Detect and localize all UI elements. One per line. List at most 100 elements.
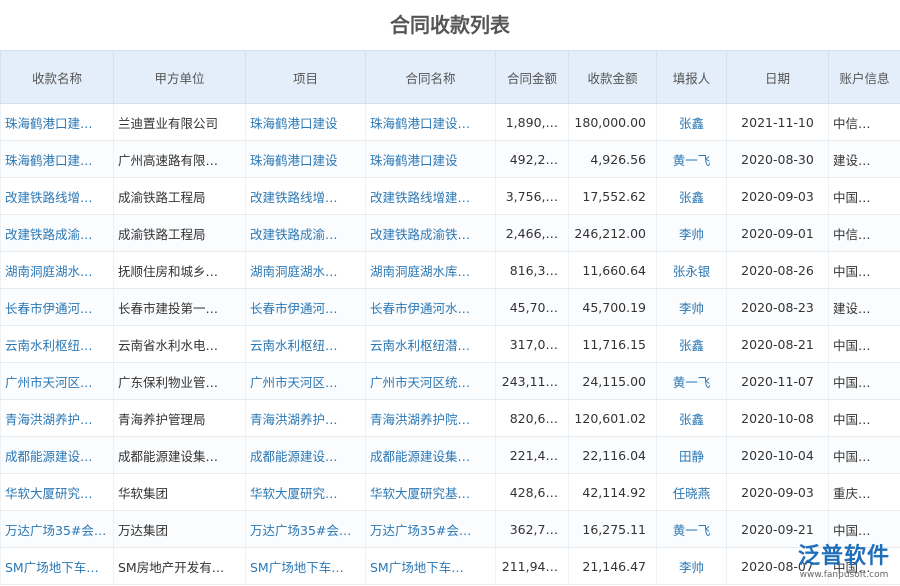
table-cell[interactable]: 珠海鹤港口建设…: [365, 103, 496, 141]
table-cell: 17,552.62: [568, 177, 657, 215]
table-cell: 中国…: [828, 547, 900, 585]
table-cell[interactable]: 广州市天河区…: [245, 362, 366, 400]
table-cell[interactable]: 青海洪湖养护…: [245, 399, 366, 437]
table-cell[interactable]: 珠海鹤港口建…: [0, 140, 114, 178]
table-cell[interactable]: 珠海鹤港口建设: [245, 140, 366, 178]
table-cell: 建设…: [828, 140, 900, 178]
table-row[interactable]: 云南水利枢纽… 云南省水利水电… 云南水利枢纽… 云南水利枢纽潜… 317,0… 11,7…: [0, 325, 900, 363]
table-cell: 21,146.47: [568, 547, 657, 585]
table-cell: 211,94…: [495, 547, 569, 585]
table-cell[interactable]: 珠海鹤港口建设: [245, 103, 366, 141]
table-cell[interactable]: 改建铁路线增…: [0, 177, 114, 215]
table-cell[interactable]: 长春市伊通河…: [245, 288, 366, 326]
table-cell[interactable]: 张鑫: [656, 325, 727, 363]
table-cell[interactable]: 广州市天河区…: [0, 362, 114, 400]
table-cell: 中国…: [828, 436, 900, 474]
table-cell: 2021-11-10: [726, 103, 829, 141]
column-header[interactable]: 收款金额: [568, 50, 657, 104]
table-cell[interactable]: 珠海鹤港口建…: [0, 103, 114, 141]
table-cell[interactable]: 张鑫: [656, 103, 727, 141]
table-cell: 2020-11-07: [726, 362, 829, 400]
table-cell[interactable]: 长春市伊通河…: [0, 288, 114, 326]
table-cell[interactable]: 李帅: [656, 288, 727, 326]
table-cell[interactable]: 黄一飞: [656, 510, 727, 548]
table-cell: 抚顺住房和城乡…: [113, 251, 246, 289]
table-cell: 中国…: [828, 325, 900, 363]
table-cell[interactable]: 改建铁路成渝…: [0, 214, 114, 252]
table-cell: 2020-09-01: [726, 214, 829, 252]
table-row[interactable]: SM广场地下车… SM房地产开发有… SM广场地下车… SM广场地下车… 211,94……: [0, 547, 900, 585]
column-header[interactable]: 甲方单位: [113, 50, 246, 104]
column-header[interactable]: 账户信息: [828, 50, 900, 104]
table-cell[interactable]: 湖南洞庭湖水…: [245, 251, 366, 289]
table-cell[interactable]: 任晓燕: [656, 473, 727, 511]
table-cell[interactable]: 广州市天河区统…: [365, 362, 496, 400]
table-cell[interactable]: 万达广场35#会…: [245, 510, 366, 548]
table-row[interactable]: 改建铁路成渝… 成渝铁路工程局 改建铁路成渝… 改建铁路成渝铁… 2,466,… 246,…: [0, 214, 900, 252]
table-row[interactable]: 成都能源建设… 成都能源建设集… 成都能源建设… 成都能源建设集… 221,4… 22,1…: [0, 436, 900, 474]
table-cell: 2,466,…: [495, 214, 569, 252]
table-row[interactable]: 万达广场35#会… 万达集团 万达广场35#会… 万达广场35#会… 362,7… 16,…: [0, 510, 900, 548]
table-cell[interactable]: 华软大厦研究基…: [365, 473, 496, 511]
table-cell[interactable]: 成都能源建设集…: [365, 436, 496, 474]
table-cell[interactable]: 长春市伊通河水…: [365, 288, 496, 326]
table-row[interactable]: 珠海鹤港口建… 兰迪置业有限公司 珠海鹤港口建设 珠海鹤港口建设… 1,890,… 180…: [0, 103, 900, 141]
table-cell[interactable]: 改建铁路线增…: [245, 177, 366, 215]
table-cell[interactable]: 改建铁路成渝铁…: [365, 214, 496, 252]
column-header[interactable]: 合同金额: [495, 50, 569, 104]
table-cell[interactable]: 万达广场35#会…: [0, 510, 114, 548]
header-row: 收款名称 甲方单位 项目 合同名称 合同金额 收款金额 填报人 日期 账户信息: [0, 50, 900, 104]
table-cell: 243,11…: [495, 362, 569, 400]
table-cell[interactable]: 云南水利枢纽…: [245, 325, 366, 363]
table-cell[interactable]: SM广场地下车…: [0, 547, 114, 585]
table-cell[interactable]: 改建铁路成渝…: [245, 214, 366, 252]
table-cell: 42,114.92: [568, 473, 657, 511]
table-row[interactable]: 湖南洞庭湖水… 抚顺住房和城乡… 湖南洞庭湖水… 湖南洞庭湖水库… 816,3… 11,6…: [0, 251, 900, 289]
table-cell[interactable]: SM广场地下车…: [365, 547, 496, 585]
table-cell: 3,756,…: [495, 177, 569, 215]
table-cell[interactable]: 张永银: [656, 251, 727, 289]
table-cell: 221,4…: [495, 436, 569, 474]
table-cell[interactable]: 改建铁路线增建…: [365, 177, 496, 215]
table-cell[interactable]: 黄一飞: [656, 362, 727, 400]
table-row[interactable]: 广州市天河区… 广东保利物业管… 广州市天河区… 广州市天河区统… 243,11… 24,…: [0, 362, 900, 400]
table-cell[interactable]: 万达广场35#会…: [365, 510, 496, 548]
table-cell[interactable]: 湖南洞庭湖水…: [0, 251, 114, 289]
column-header[interactable]: 项目: [245, 50, 366, 104]
column-header[interactable]: 合同名称: [365, 50, 496, 104]
table-cell: 广州高速路有限…: [113, 140, 246, 178]
table-row[interactable]: 青海洪湖养护… 青海养护管理局 青海洪湖养护… 青海洪湖养护院… 820,6… 120,6…: [0, 399, 900, 437]
table-cell[interactable]: 张鑫: [656, 399, 727, 437]
table-cell: 2020-10-04: [726, 436, 829, 474]
table-cell[interactable]: 湖南洞庭湖水库…: [365, 251, 496, 289]
table-cell: 2020-08-21: [726, 325, 829, 363]
table-cell[interactable]: 李帅: [656, 214, 727, 252]
table-cell[interactable]: 成都能源建设…: [245, 436, 366, 474]
table-row[interactable]: 华软大厦研究… 华软集团 华软大厦研究… 华软大厦研究基… 428,6… 42,114.9…: [0, 473, 900, 511]
column-header[interactable]: 填报人: [656, 50, 727, 104]
table-cell: 45,700.19: [568, 288, 657, 326]
table-cell[interactable]: 珠海鹤港口建设: [365, 140, 496, 178]
table-row[interactable]: 珠海鹤港口建… 广州高速路有限… 珠海鹤港口建设 珠海鹤港口建设 492,2… 4,926…: [0, 140, 900, 178]
table-cell[interactable]: 张鑫: [656, 177, 727, 215]
column-header[interactable]: 收款名称: [0, 50, 114, 104]
table-cell: SM房地产开发有…: [113, 547, 246, 585]
table-cell[interactable]: 云南水利枢纽潜…: [365, 325, 496, 363]
table-cell[interactable]: 云南水利枢纽…: [0, 325, 114, 363]
table-cell[interactable]: 成都能源建设…: [0, 436, 114, 474]
table-cell[interactable]: 青海洪湖养护…: [0, 399, 114, 437]
table-cell[interactable]: 华软大厦研究…: [0, 473, 114, 511]
table-cell: 362,7…: [495, 510, 569, 548]
table-cell[interactable]: 李帅: [656, 547, 727, 585]
column-header[interactable]: 日期: [726, 50, 829, 104]
table-cell[interactable]: 青海洪湖养护院…: [365, 399, 496, 437]
table-cell[interactable]: SM广场地下车…: [245, 547, 366, 585]
table-cell[interactable]: 田静: [656, 436, 727, 474]
table-cell[interactable]: 黄一飞: [656, 140, 727, 178]
table-cell: 2020-10-08: [726, 399, 829, 437]
table-row[interactable]: 长春市伊通河… 长春市建投第一… 长春市伊通河… 长春市伊通河水… 45,70… 45,7…: [0, 288, 900, 326]
table-cell[interactable]: 华软大厦研究…: [245, 473, 366, 511]
table-cell: 492,2…: [495, 140, 569, 178]
table-row[interactable]: 改建铁路线增… 成渝铁路工程局 改建铁路线增… 改建铁路线增建… 3,756,… 17,5…: [0, 177, 900, 215]
